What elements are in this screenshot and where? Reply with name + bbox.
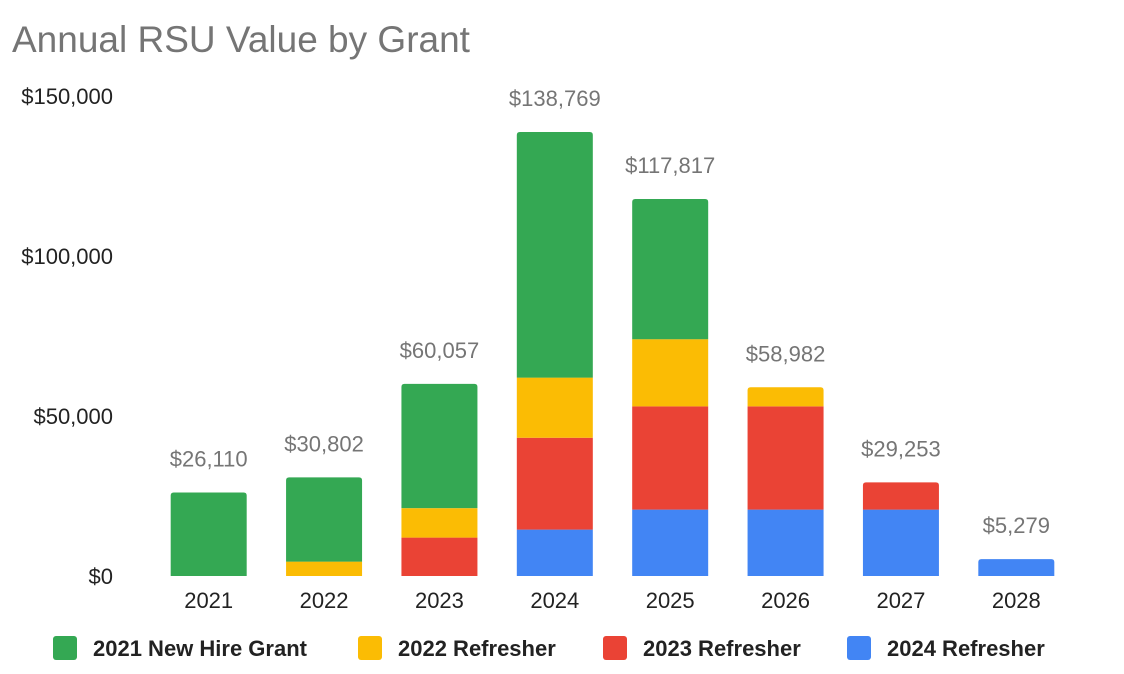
legend: 2021 New Hire Grant 2022 Refresher 2023 Re… bbox=[53, 636, 1045, 661]
bar-2023-2021-new-hire-grant bbox=[401, 383, 478, 509]
bar-2025-2021-new-hire-grant bbox=[632, 198, 709, 340]
y-tick-label: $0 bbox=[89, 564, 113, 589]
bar-2026-2022-refresher bbox=[747, 387, 824, 407]
bar-2022-2021-new-hire-grant bbox=[286, 477, 363, 562]
chart-title: Annual RSU Value by Grant bbox=[12, 19, 471, 60]
total-labels: $26,110 $30,802 $60,057 $138,769 $117,817 $58… bbox=[170, 86, 1050, 538]
x-tick-label-2025: 2025 bbox=[646, 588, 695, 613]
bar-2028-2024-refresher bbox=[978, 559, 1055, 576]
total-label-2023: $60,057 bbox=[400, 338, 480, 363]
x-tick-label-2021: 2021 bbox=[184, 588, 233, 613]
y-tick-label: $50,000 bbox=[33, 404, 113, 429]
legend-swatch-2022-refresher bbox=[358, 636, 382, 660]
legend-swatch-2021-new-hire-grant bbox=[53, 636, 77, 660]
bar-2025-2023-refresher bbox=[632, 406, 709, 510]
total-label-2027: $29,253 bbox=[861, 436, 941, 461]
total-label-2022: $30,802 bbox=[284, 431, 364, 456]
bar-2026-2023-refresher bbox=[747, 406, 824, 510]
y-tick-label: $150,000 bbox=[21, 84, 113, 109]
bar-2024-2021-new-hire-grant bbox=[516, 131, 593, 378]
x-axis: 2021 2022 2023 2024 2025 2026 2027 2028 bbox=[184, 588, 1041, 613]
x-tick-label-2023: 2023 bbox=[415, 588, 464, 613]
legend-swatch-2024-refresher bbox=[847, 636, 871, 660]
x-tick-label-2027: 2027 bbox=[876, 588, 925, 613]
total-label-2021: $26,110 bbox=[170, 446, 248, 471]
legend-label-2023-refresher: 2023 Refresher bbox=[643, 636, 801, 661]
legend-swatch-2023-refresher bbox=[603, 636, 627, 660]
legend-label-2021-new-hire-grant: 2021 New Hire Grant bbox=[93, 636, 308, 661]
bar-2025-2024-refresher bbox=[632, 509, 709, 576]
bar-2027-2024-refresher bbox=[862, 509, 939, 576]
bar-2024-2023-refresher bbox=[516, 437, 593, 530]
bar-2023-2022-refresher bbox=[401, 508, 478, 538]
bars bbox=[170, 131, 1055, 576]
y-tick-label: $100,000 bbox=[21, 244, 113, 269]
x-tick-label-2028: 2028 bbox=[992, 588, 1041, 613]
total-label-2024: $138,769 bbox=[509, 86, 601, 111]
x-tick-label-2022: 2022 bbox=[300, 588, 349, 613]
x-tick-label-2026: 2026 bbox=[761, 588, 810, 613]
x-tick-label-2024: 2024 bbox=[530, 588, 579, 613]
bar-2025-2022-refresher bbox=[632, 339, 709, 407]
bar-2021-2021-new-hire-grant bbox=[170, 492, 247, 576]
total-label-2028: $5,279 bbox=[983, 513, 1050, 538]
total-label-2026: $58,982 bbox=[746, 341, 826, 366]
bar-2023-2023-refresher bbox=[401, 537, 478, 576]
y-axis: $0 $50,000 $100,000 $150,000 bbox=[21, 84, 113, 589]
legend-label-2022-refresher: 2022 Refresher bbox=[398, 636, 556, 661]
bar-2026-2024-refresher bbox=[747, 509, 824, 576]
total-label-2025: $117,817 bbox=[625, 153, 715, 178]
bar-2027-2023-refresher bbox=[862, 482, 939, 510]
bar-2024-2022-refresher bbox=[516, 377, 593, 438]
legend-label-2024-refresher: 2024 Refresher bbox=[887, 636, 1045, 661]
bar-2024-2024-refresher bbox=[516, 529, 593, 576]
bar-2022-2022-refresher bbox=[286, 561, 363, 576]
